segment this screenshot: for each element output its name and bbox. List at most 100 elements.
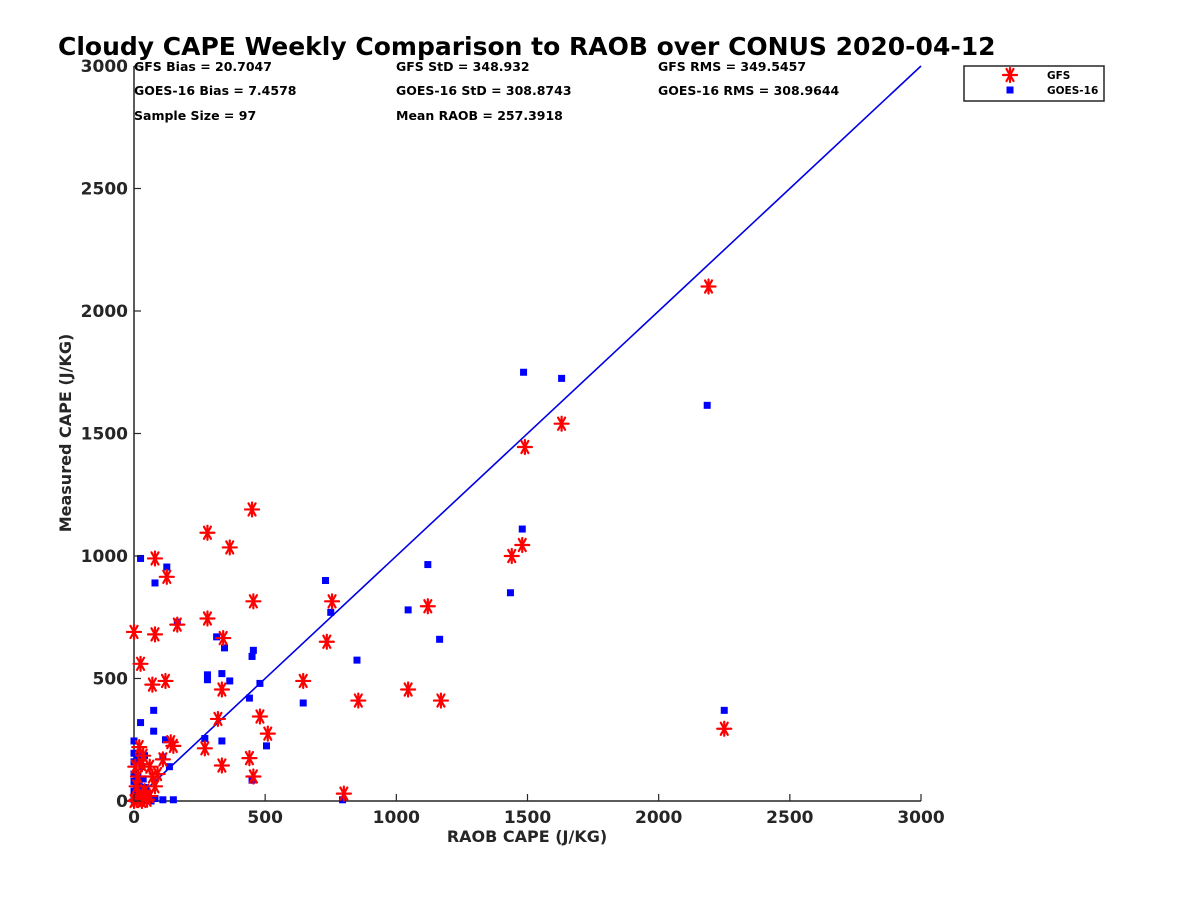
- goes16-point: [506, 589, 514, 597]
- x-tick-label: 0: [128, 808, 140, 828]
- x-tick-label: 1000: [373, 808, 420, 828]
- gfs-point: [199, 610, 216, 627]
- goes16-point: [299, 699, 307, 707]
- legend-goes16-square: [1006, 86, 1014, 94]
- stat-goes16-std: GOES-16 StD = 308.8743: [396, 83, 572, 98]
- stat-goes16-rms: GOES-16 RMS = 308.9644: [658, 83, 840, 98]
- goes16-point: [201, 735, 209, 743]
- gfs-point: [243, 501, 261, 518]
- stat-gfs-rms: GFS RMS = 349.5457: [658, 59, 806, 74]
- goes16-point: [130, 770, 138, 778]
- gfs-point: [516, 438, 533, 456]
- goes16-point: [218, 737, 226, 745]
- x-tick-label: 500: [247, 808, 283, 828]
- goes16-point: [353, 656, 361, 664]
- goes16-point: [147, 797, 155, 805]
- gfs-point: [213, 681, 230, 698]
- goes16-point: [218, 670, 226, 678]
- legend: GFS GOES-16: [963, 65, 1105, 102]
- gfs-point: [146, 550, 164, 567]
- goes16-point: [169, 796, 177, 804]
- goes16-point: [203, 676, 211, 684]
- stat-gfs-bias: GFS Bias = 20.7047: [134, 59, 272, 74]
- y-tick-label: 1500: [81, 425, 128, 445]
- gfs-point: [514, 536, 531, 554]
- goes16-point: [404, 606, 412, 614]
- legend-gfs-marker: [1001, 66, 1019, 84]
- gfs-point: [241, 750, 258, 767]
- gfs-point: [157, 672, 174, 690]
- gfs-point: [400, 681, 417, 698]
- x-tick-label: 2000: [635, 808, 682, 828]
- gfs-point: [245, 593, 262, 610]
- goes16-point: [161, 736, 169, 744]
- gfs-point: [199, 524, 216, 541]
- reference-line-layer: [133, 65, 922, 802]
- goes16-point: [159, 796, 167, 804]
- gfs-point: [553, 415, 570, 432]
- gfs-point: [146, 626, 164, 643]
- y-tick-label: 2500: [81, 180, 128, 200]
- goes16-point: [150, 706, 158, 714]
- gfs-point: [196, 740, 213, 757]
- plot-area: [125, 65, 922, 810]
- y-tick-label: 3000: [81, 57, 128, 77]
- gfs-point: [132, 655, 149, 672]
- stats-panel: GFS Bias = 20.7047 GFS StD = 348.932 GFS…: [134, 59, 840, 123]
- gfs-point: [215, 629, 232, 647]
- gfs-point: [503, 547, 520, 565]
- x-tick-label: 3000: [897, 808, 944, 828]
- goes16-point: [339, 796, 347, 804]
- gfs-point: [209, 710, 227, 728]
- stat-sample-size: Sample Size = 97: [134, 108, 256, 123]
- goes16-point: [256, 679, 264, 687]
- gfs-point: [154, 751, 171, 768]
- gfs-point: [350, 692, 367, 709]
- goes16-point: [137, 554, 145, 562]
- legend-box: [963, 65, 1105, 102]
- gfs-point: [432, 692, 450, 709]
- goes16-point: [327, 608, 335, 616]
- goes16-point: [137, 719, 145, 727]
- gfs-point: [251, 708, 269, 725]
- goes16-point: [249, 646, 257, 654]
- x-tick-label: 2500: [766, 808, 813, 828]
- gfs-point: [135, 747, 152, 764]
- goes16-point: [130, 758, 138, 766]
- goes16-point: [221, 644, 229, 652]
- goes16-point: [139, 775, 147, 783]
- x-axis-ticks: 0 500 1000 1500 2000 2500 3000: [128, 794, 945, 828]
- goes16-point: [245, 694, 253, 702]
- gfs-point: [144, 676, 161, 693]
- data-points-layer: [125, 278, 733, 810]
- goes16-point: [520, 368, 528, 376]
- gfs-point: [169, 616, 186, 633]
- goes16-point: [262, 742, 270, 750]
- gfs-point: [125, 623, 143, 641]
- legend-goes16-marker: [1006, 86, 1014, 94]
- gfs-point: [419, 598, 436, 615]
- goes16-point: [203, 671, 211, 679]
- goes16-point: [720, 706, 728, 714]
- stat-mean-raob: Mean RAOB = 257.3918: [396, 108, 563, 123]
- stat-gfs-std: GFS StD = 348.932: [396, 59, 530, 74]
- goes16-point: [150, 727, 158, 735]
- gfs-point: [259, 725, 276, 742]
- gfs-point: [213, 757, 230, 774]
- gfs-point: [139, 791, 156, 808]
- goes16-point: [151, 579, 159, 587]
- goes16-point: [130, 737, 138, 745]
- chart-title: Cloudy CAPE Weekly Comparison to RAOB ov…: [58, 32, 996, 61]
- x-tick-label: 1500: [504, 808, 551, 828]
- one-to-one-line: [133, 65, 922, 802]
- goes16-point: [424, 561, 432, 569]
- x-axis-label: RAOB CAPE (J/KG): [447, 827, 607, 846]
- legend-goes16-label: GOES-16: [1047, 85, 1098, 97]
- goes16-point: [558, 374, 566, 382]
- gfs-point: [335, 785, 352, 802]
- y-tick-label: 2000: [81, 302, 128, 322]
- gfs-point: [318, 633, 335, 650]
- goes16-point: [518, 525, 526, 533]
